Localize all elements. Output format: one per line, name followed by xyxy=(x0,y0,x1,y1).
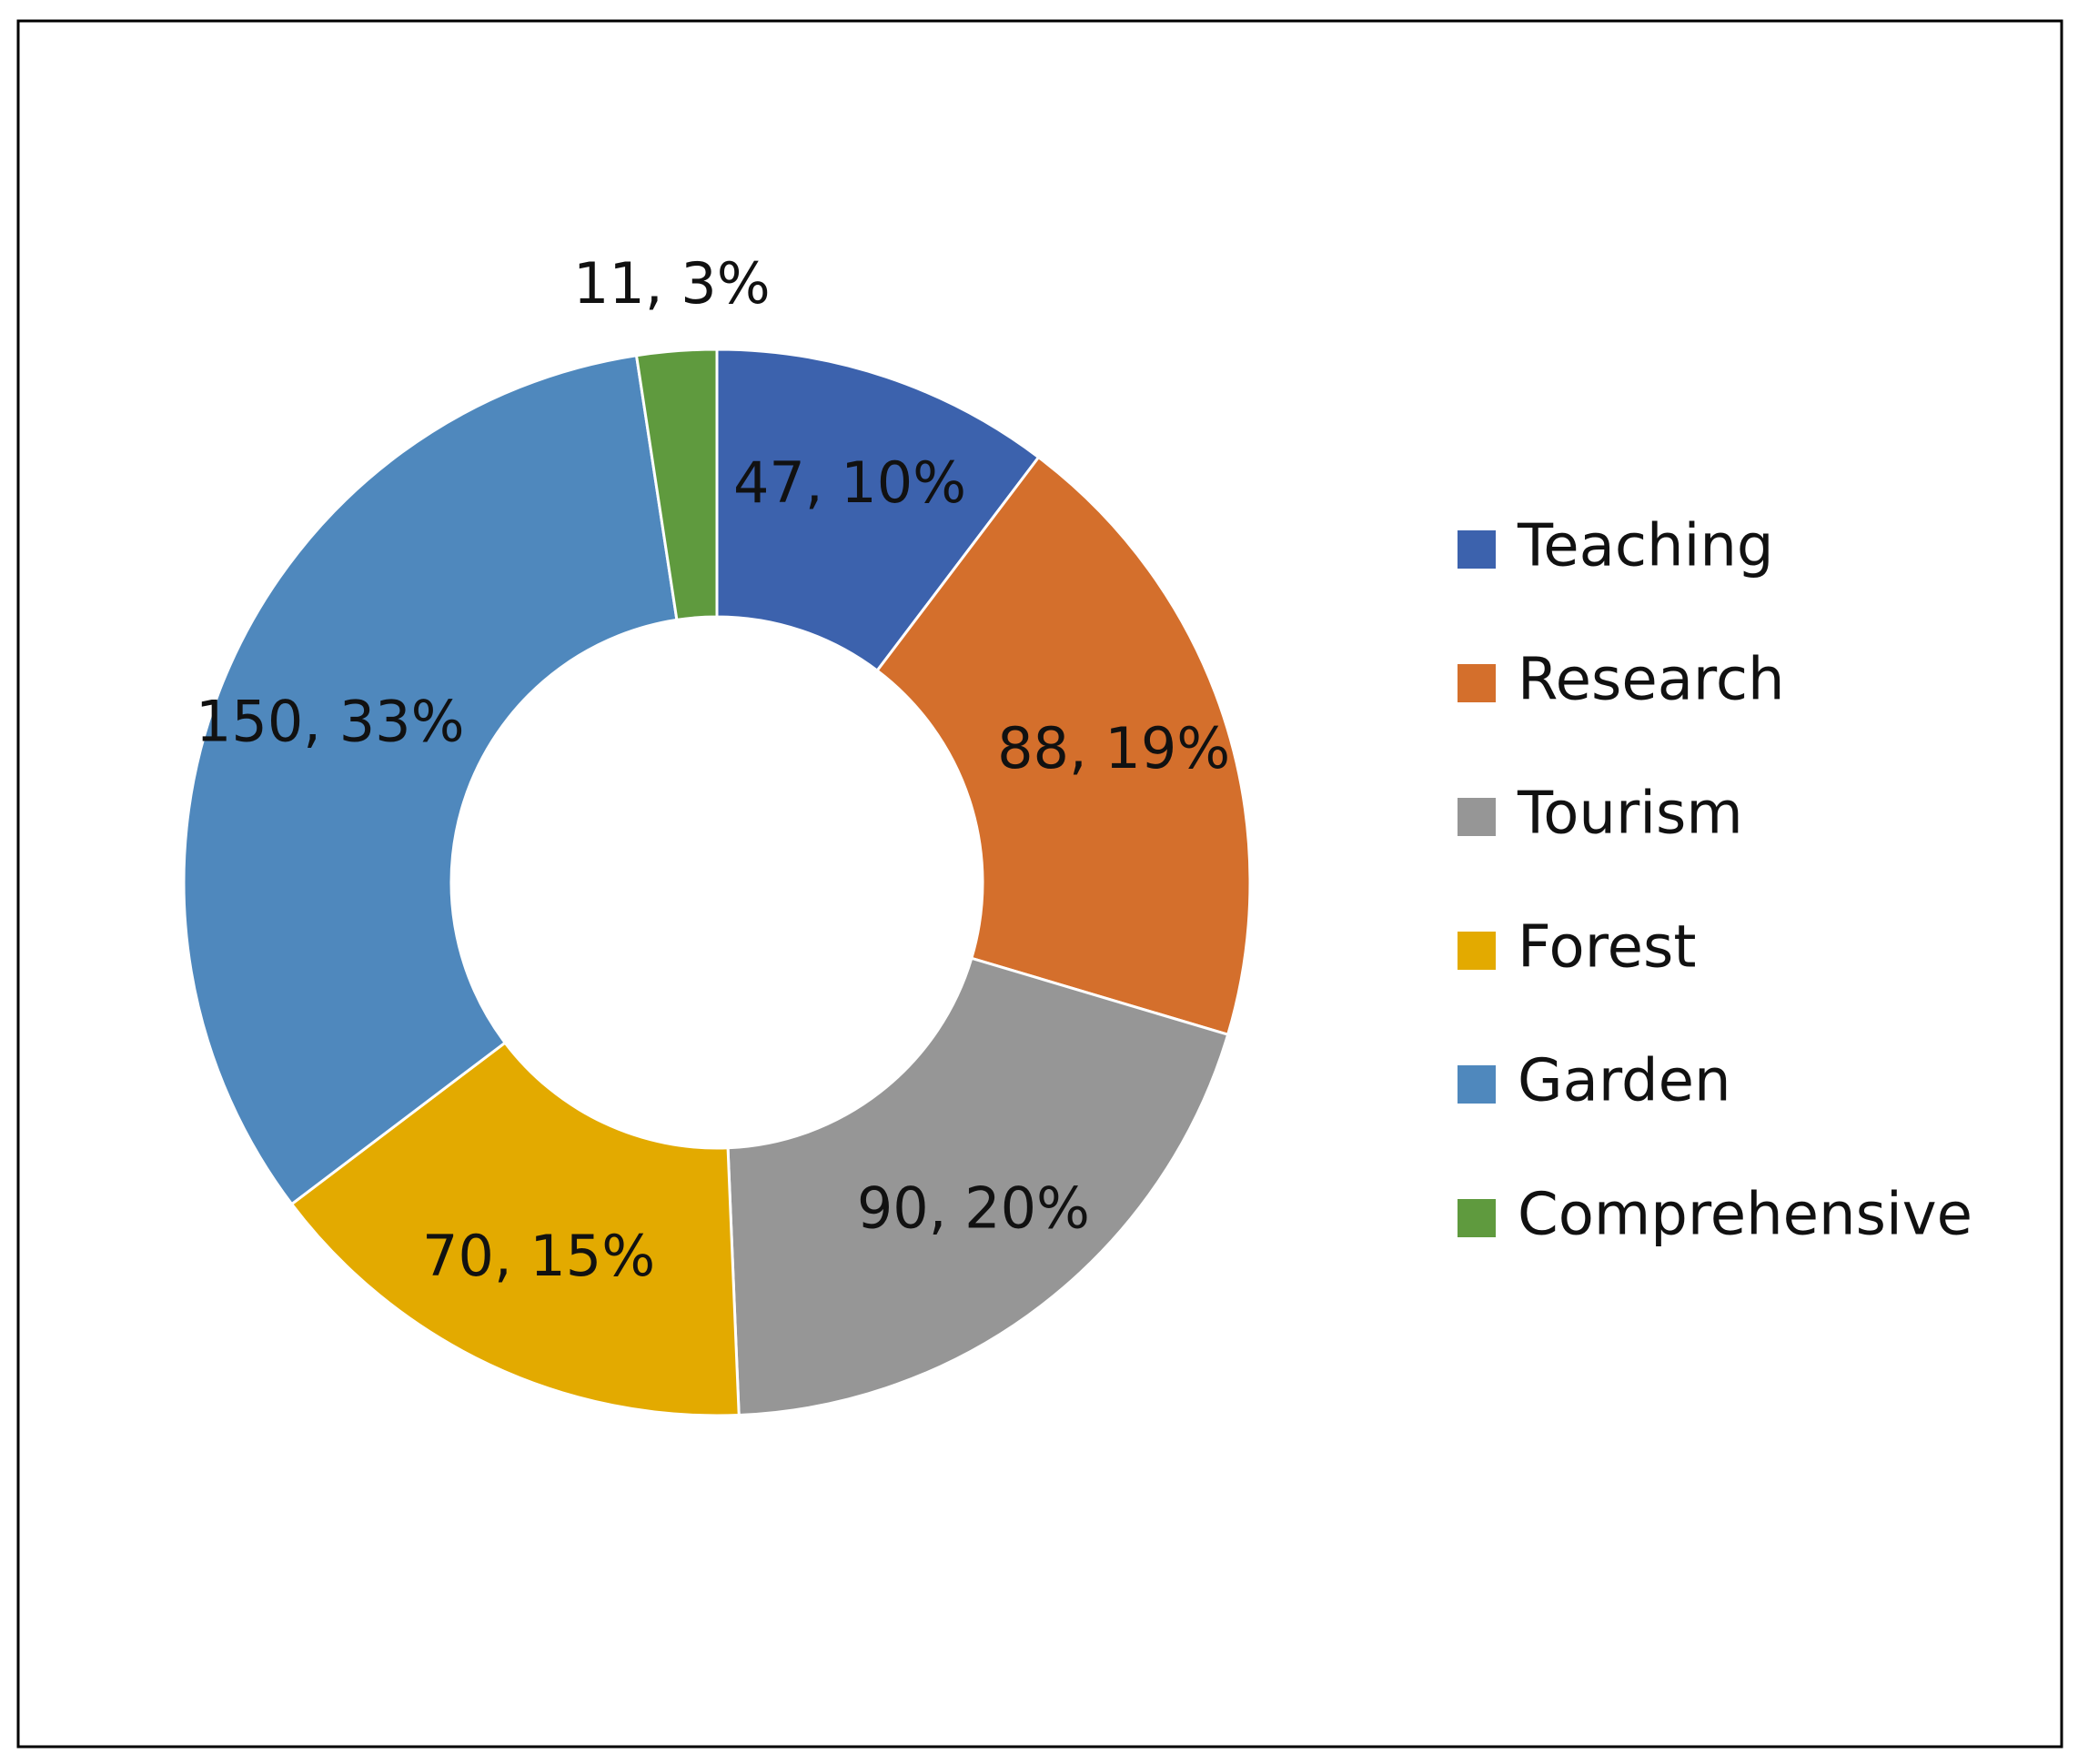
legend-swatch xyxy=(1458,1199,1496,1237)
legend-swatch xyxy=(1458,1065,1496,1104)
data-label: 70, 15% xyxy=(422,1223,655,1289)
legend-label: Tourism xyxy=(1517,781,1743,848)
legend-label: Comprehensive xyxy=(1518,1182,1972,1249)
data-label: 11, 3% xyxy=(573,250,771,317)
legend-label: Teaching xyxy=(1517,513,1774,580)
slice xyxy=(726,956,1230,1417)
legend-label: Research xyxy=(1518,647,1785,714)
data-label: 88, 19% xyxy=(997,715,1230,781)
legend-label: Forest xyxy=(1518,914,1696,982)
data-label: 150, 33% xyxy=(196,688,465,754)
slice xyxy=(182,354,679,1206)
data-label: 90, 20% xyxy=(857,1174,1090,1241)
legend-swatch xyxy=(1458,664,1496,702)
legend-label: Garden xyxy=(1518,1048,1731,1115)
legend-swatch xyxy=(1458,932,1496,970)
slice xyxy=(289,1041,741,1417)
legend-swatch xyxy=(1458,798,1496,836)
data-label: 47, 10% xyxy=(733,449,966,516)
legend-swatch xyxy=(1458,530,1496,569)
slice xyxy=(875,455,1252,1037)
slice xyxy=(715,348,1041,673)
slice xyxy=(634,348,719,622)
